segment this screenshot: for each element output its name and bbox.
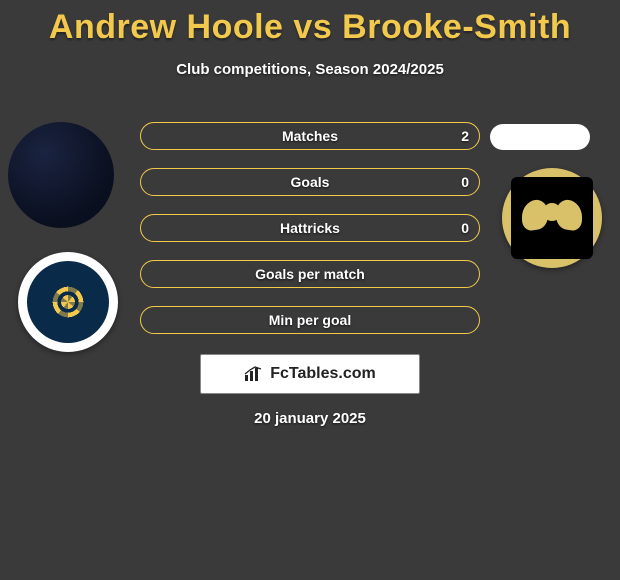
stat-value: 0: [461, 220, 469, 236]
bar-chart-icon: [244, 366, 264, 382]
stat-label: Matches: [282, 128, 338, 144]
stat-label: Goals: [291, 174, 330, 190]
club-right-badge: [502, 168, 602, 268]
player-right-avatar: [490, 124, 590, 150]
mariners-crest-icon: [27, 261, 109, 343]
stat-row-goals: Goals 0: [140, 168, 480, 196]
stat-label: Goals per match: [255, 266, 365, 282]
stat-value: 2: [461, 128, 469, 144]
phoenix-crest-icon: [511, 177, 593, 259]
brand-label: FcTables.com: [270, 365, 376, 383]
stat-label: Hattricks: [280, 220, 340, 236]
stat-row-min-per-goal: Min per goal: [140, 306, 480, 334]
stats-list: Matches 2 Goals 0 Hattricks 0 Goals per …: [140, 122, 480, 352]
subtitle: Club competitions, Season 2024/2025: [0, 61, 620, 78]
page-title: Andrew Hoole vs Brooke-Smith: [0, 0, 620, 47]
club-left-badge: [18, 252, 118, 352]
brand-box: FcTables.com: [200, 354, 420, 394]
stat-value: 0: [461, 174, 469, 190]
stat-label: Min per goal: [269, 312, 351, 328]
stat-row-matches: Matches 2: [140, 122, 480, 150]
date-label: 20 january 2025: [0, 410, 620, 427]
player-left-avatar: [8, 122, 114, 228]
stat-row-hattricks: Hattricks 0: [140, 214, 480, 242]
stat-row-goals-per-match: Goals per match: [140, 260, 480, 288]
